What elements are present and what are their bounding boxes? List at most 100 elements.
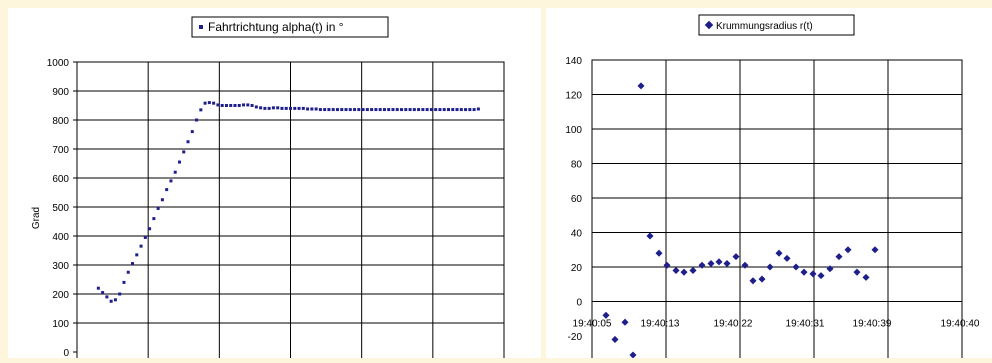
left-data-point <box>361 108 365 112</box>
left-data-point <box>310 107 314 111</box>
left-data-point <box>246 103 250 107</box>
left-data-point <box>207 101 211 105</box>
left-data-point <box>280 106 284 110</box>
left-y-tick-label: 300 <box>52 261 69 272</box>
right-data-point <box>707 260 715 268</box>
right-data-point <box>749 277 757 285</box>
left-data-point <box>472 108 476 112</box>
right-y-tick-label: 100 <box>565 125 582 136</box>
left-data-point <box>425 108 429 112</box>
left-data-point <box>148 227 152 231</box>
left-data-point <box>131 262 135 266</box>
left-data-point <box>182 150 186 154</box>
left-data-point <box>156 206 160 210</box>
left-data-point <box>318 108 322 112</box>
right-y-tick-label: 20 <box>571 263 583 274</box>
right-data-point <box>835 253 843 261</box>
left-data-point <box>276 106 280 110</box>
right-data-point <box>611 335 619 343</box>
left-data-point <box>404 108 408 112</box>
left-data-point <box>301 106 305 110</box>
left-data-point <box>387 108 391 112</box>
right-y-tick-label: -20 <box>568 332 583 343</box>
left-data-point <box>113 298 117 302</box>
left-data-point <box>229 104 233 107</box>
left-y-tick-label: 0 <box>63 348 69 358</box>
right-data-point <box>629 351 637 359</box>
left-y-tick-label: 100 <box>52 319 69 330</box>
right-data-point <box>602 311 610 319</box>
right-data-point <box>715 258 723 266</box>
left-data-point <box>263 106 267 110</box>
right-legend-text: Krummungsradius r(t) <box>716 21 813 32</box>
left-data-point <box>442 108 446 112</box>
left-data-point <box>143 235 147 239</box>
left-data-point <box>451 108 455 112</box>
right-data-point <box>871 246 879 254</box>
left-data-point <box>370 108 374 112</box>
right-data-point <box>766 263 774 271</box>
left-data-point <box>250 104 254 107</box>
left-y-tick-label: 500 <box>52 203 69 214</box>
left-data-point <box>446 108 450 112</box>
right-x-tick-label: 19:40:22 <box>714 319 753 330</box>
left-data-point <box>165 188 169 192</box>
left-data-point <box>139 244 143 248</box>
left-data-point <box>331 108 335 112</box>
right-data-point <box>809 270 817 278</box>
left-data-point <box>353 108 357 112</box>
left-data-point <box>455 108 459 112</box>
left-data-point <box>340 108 344 112</box>
left-panel <box>8 8 541 358</box>
left-data-point <box>365 108 369 112</box>
right-y-tick-label: 120 <box>565 91 582 102</box>
left-data-point <box>412 108 416 112</box>
right-data-point <box>826 265 834 273</box>
left-data-point <box>468 108 472 112</box>
left-data-point <box>306 107 310 111</box>
right-y-tick-label: 60 <box>571 194 583 205</box>
right-x-tick-label: 19:40:05 <box>573 319 612 330</box>
left-y-tick-label: 800 <box>52 116 69 127</box>
right-data-point <box>758 275 766 283</box>
left-data-point <box>203 101 207 105</box>
right-x-tick-label: 19:40:40 <box>941 319 980 330</box>
left-data-point <box>323 108 327 112</box>
right-x-tick-label: 19:40:39 <box>853 319 892 330</box>
right-data-point <box>655 249 663 257</box>
left-data-point <box>476 107 480 111</box>
right-data-point <box>775 249 783 257</box>
left-legend-text: Fahrtrichtung alpha(t) in ° <box>208 20 344 34</box>
left-data-point <box>271 106 275 110</box>
left-y-tick-label: 700 <box>52 145 69 156</box>
left-data-point <box>216 103 220 107</box>
left-data-point <box>135 253 139 257</box>
left-data-point <box>357 108 361 112</box>
left-data-point <box>348 108 352 112</box>
right-data-point <box>723 260 731 268</box>
left-data-point <box>96 286 100 290</box>
left-data-point <box>160 198 164 202</box>
left-data-point <box>177 160 181 164</box>
right-data-point <box>663 261 671 269</box>
left-data-point <box>224 104 228 107</box>
right-y-tick-label: 40 <box>571 229 583 240</box>
left-data-point <box>190 130 194 134</box>
left-data-point <box>152 217 156 221</box>
left-y-tick-label: 400 <box>52 232 69 243</box>
left-data-point <box>434 108 438 112</box>
left-y-axis-label: Grad <box>31 207 42 229</box>
left-legend-marker <box>199 25 203 29</box>
left-data-point <box>118 292 122 296</box>
right-y-tick-label: 0 <box>576 298 582 309</box>
right-data-point <box>783 254 791 262</box>
left-data-point <box>169 179 173 183</box>
right-data-point <box>853 268 861 276</box>
right-data-point <box>680 268 688 276</box>
left-data-point <box>400 108 404 112</box>
left-data-point <box>284 106 288 110</box>
left-data-point <box>417 108 421 112</box>
left-data-point <box>408 108 412 112</box>
left-plot: 0 100 200 300 400 500 600 700 800 900 1000 <box>47 58 505 361</box>
